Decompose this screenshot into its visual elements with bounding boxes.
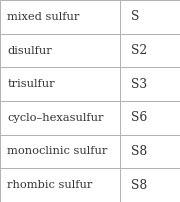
Text: monoclinic sulfur: monoclinic sulfur	[7, 146, 108, 157]
Text: S8: S8	[130, 145, 147, 158]
Text: S6: S6	[130, 111, 147, 124]
Text: S8: S8	[130, 179, 147, 192]
Text: S3: S3	[130, 78, 147, 91]
Text: S: S	[130, 10, 139, 23]
Text: S2: S2	[130, 44, 147, 57]
Text: mixed sulfur: mixed sulfur	[7, 12, 80, 22]
Text: cyclo–hexasulfur: cyclo–hexasulfur	[7, 113, 104, 123]
Text: disulfur: disulfur	[7, 45, 52, 56]
Text: rhombic sulfur: rhombic sulfur	[7, 180, 93, 190]
Text: trisulfur: trisulfur	[7, 79, 55, 89]
